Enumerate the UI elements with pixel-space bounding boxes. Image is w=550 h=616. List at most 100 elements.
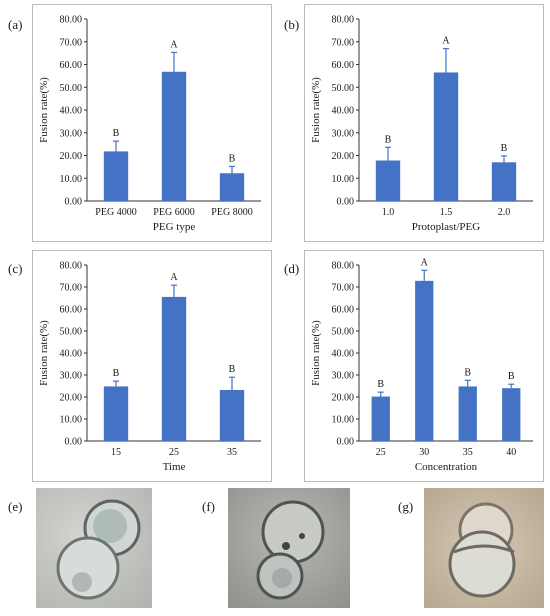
significance-letter: B	[508, 371, 515, 382]
micrograph-e	[36, 488, 152, 608]
x-tick-label: 15	[111, 447, 121, 458]
y-tick-label: 80.00	[332, 15, 355, 26]
panel-label-e: (e)	[8, 499, 23, 514]
y-tick-label: 20.00	[332, 151, 355, 162]
y-tick-label: 50.00	[332, 83, 355, 94]
y-tick-label: 70.00	[332, 37, 355, 48]
significance-letter: A	[170, 272, 178, 283]
y-tick-label: 10.00	[60, 415, 83, 426]
y-tick-label: 60.00	[332, 60, 355, 71]
y-tick-label: 80.00	[60, 261, 83, 272]
y-tick-label: 70.00	[60, 37, 83, 48]
y-tick-label: 10.00	[332, 415, 355, 426]
panel-label-c: (c)	[8, 261, 23, 276]
y-tick-label: 50.00	[60, 83, 83, 94]
y-tick-label: 40.00	[60, 349, 83, 360]
x-tick-label: 40	[506, 447, 516, 458]
y-axis-label: Fusion rate(%)	[310, 77, 322, 143]
significance-letter: B	[229, 153, 236, 164]
micrograph-e-cells	[56, 499, 141, 600]
bar	[103, 151, 129, 201]
x-tick-label: 35	[463, 447, 473, 458]
y-axis-label: Fusion rate(%)	[38, 320, 50, 386]
x-tick-label: 2.0	[498, 207, 511, 218]
y-tick-label: 0.00	[65, 197, 83, 208]
x-tick-label: 25	[376, 447, 386, 458]
y-tick-label: 20.00	[332, 393, 355, 404]
bar	[161, 71, 187, 201]
bar	[502, 388, 521, 441]
x-axis-label: Time	[163, 461, 186, 473]
y-tick-label: 10.00	[60, 174, 83, 185]
y-tick-label: 50.00	[332, 327, 355, 338]
x-tick-label: PEG 4000	[95, 207, 136, 218]
x-tick-label: PEG 6000	[153, 207, 194, 218]
x-tick-label: PEG 8000	[211, 207, 252, 218]
x-axis-label: Protoplast/PEG	[412, 221, 481, 233]
bar	[219, 389, 245, 441]
y-axis-label: Fusion rate(%)	[38, 77, 50, 143]
significance-letter: B	[229, 364, 236, 375]
chart-a: 0.00 10.00 20.00 30.00 40.00 50.00 60.00 70.00 8…	[32, 4, 272, 242]
panel-label-d: (d)	[284, 261, 300, 276]
panel-label-g: (g)	[398, 499, 414, 514]
chart-a-svg: 0.00 10.00 20.00 30.00 40.00 50.00 60.00 70.00 8…	[38, 15, 261, 233]
y-tick-label: 20.00	[60, 393, 83, 404]
y-tick-label: 30.00	[60, 371, 83, 382]
significance-letter: B	[113, 128, 120, 139]
significance-letter: B	[501, 143, 508, 154]
y-tick-label: 30.00	[60, 128, 83, 139]
x-tick-label: 35	[227, 447, 237, 458]
bar	[371, 396, 390, 441]
micrograph-f-cells	[256, 500, 325, 600]
x-tick-label: 1.0	[382, 207, 395, 218]
bar	[458, 386, 477, 441]
micrograph-g	[424, 488, 544, 608]
chart-b-svg: 0.00 10.00 20.00 30.00 40.00 50.00 60.00 70.00 8…	[310, 15, 533, 233]
panel-label-a: (a)	[8, 17, 23, 32]
y-tick-label: 60.00	[60, 60, 83, 71]
significance-letter: A	[442, 36, 450, 47]
x-axis-label: PEG type	[153, 221, 196, 233]
significance-letter: B	[464, 367, 471, 378]
bar	[433, 72, 459, 202]
bar	[103, 386, 129, 441]
significance-letter: B	[377, 379, 384, 390]
chart-d: 0.00 10.00 20.00 30.00 40.00 50.00 60.00 70.00 8…	[304, 250, 544, 482]
y-tick-label: 30.00	[332, 128, 355, 139]
significance-letter: A	[421, 257, 429, 268]
y-tick-label: 0.00	[337, 437, 355, 448]
significance-letter: A	[170, 39, 178, 50]
significance-letter: B	[385, 134, 392, 145]
bar	[491, 162, 517, 201]
micrograph-g-cells	[448, 502, 516, 598]
x-tick-label: 25	[169, 447, 179, 458]
x-tick-label: 30	[419, 447, 429, 458]
chart-c: 0.00 10.00 20.00 30.00 40.00 50.00 60.00 70.00 8…	[32, 250, 272, 482]
y-tick-label: 60.00	[332, 305, 355, 316]
y-tick-label: 70.00	[60, 283, 83, 294]
y-tick-label: 60.00	[60, 305, 83, 316]
y-axis-label: Fusion rate(%)	[310, 320, 322, 386]
y-tick-label: 30.00	[332, 371, 355, 382]
bar	[415, 280, 434, 441]
significance-letter: B	[113, 368, 120, 379]
y-tick-label: 10.00	[332, 174, 355, 185]
y-tick-label: 0.00	[65, 437, 83, 448]
chart-d-svg: 0.00 10.00 20.00 30.00 40.00 50.00 60.00 70.00 8…	[310, 257, 533, 473]
x-axis-label: Concentration	[415, 461, 478, 473]
x-tick-label: 1.5	[440, 207, 453, 218]
y-tick-label: 0.00	[337, 197, 355, 208]
y-tick-label: 70.00	[332, 283, 355, 294]
bar	[219, 173, 245, 201]
y-tick-label: 80.00	[332, 261, 355, 272]
panel-label-f: (f)	[202, 499, 215, 514]
y-tick-label: 40.00	[332, 349, 355, 360]
chart-c-svg: 0.00 10.00 20.00 30.00 40.00 50.00 60.00 70.00 8…	[38, 261, 261, 473]
bar	[375, 160, 401, 201]
panel-label-b: (b)	[284, 17, 300, 32]
y-tick-label: 80.00	[60, 15, 83, 26]
y-tick-label: 40.00	[332, 106, 355, 117]
chart-b: 0.00 10.00 20.00 30.00 40.00 50.00 60.00 70.00 8…	[304, 4, 544, 242]
y-tick-label: 20.00	[60, 151, 83, 162]
